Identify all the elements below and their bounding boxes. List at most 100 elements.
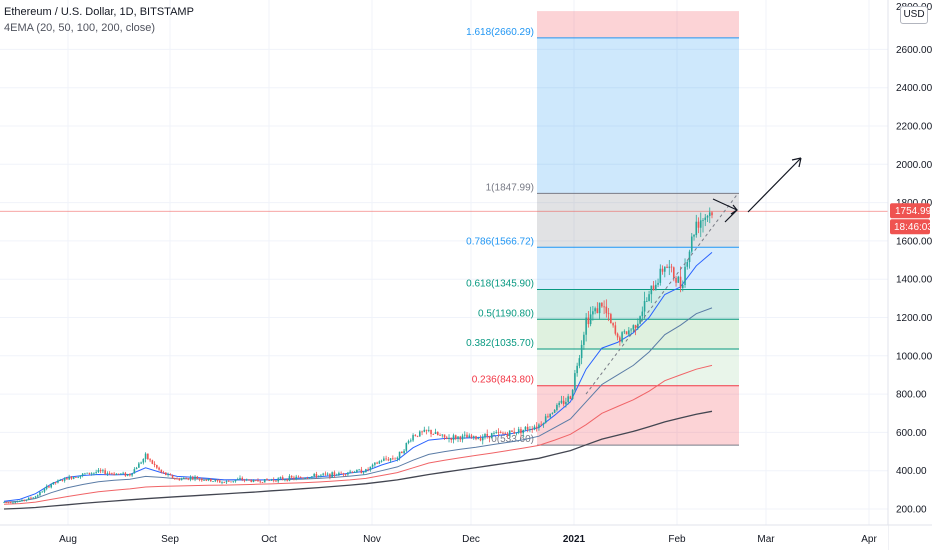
candle [205, 479, 208, 481]
fib-level-label: 0.382(1035.70) [466, 338, 534, 349]
chart-legend: Ethereum / U.S. Dollar, 1D, BITSTAMP 4EM… [4, 4, 194, 36]
candle [340, 472, 342, 474]
candle [497, 432, 500, 433]
candle [333, 472, 336, 476]
candle [499, 432, 502, 434]
candle [66, 477, 68, 480]
candle [183, 477, 185, 479]
time-scale[interactable] [0, 525, 888, 550]
candle [686, 262, 689, 267]
candle [232, 481, 235, 483]
candle [97, 469, 100, 473]
candle [383, 458, 385, 461]
candle [589, 314, 592, 325]
candle [138, 463, 140, 468]
candle [34, 496, 37, 498]
candle [230, 481, 232, 483]
candle [583, 334, 585, 345]
candle [594, 308, 596, 312]
candle [477, 438, 480, 440]
price-tag [890, 203, 930, 219]
candle [632, 325, 635, 330]
price-scale-label: 600.00 [896, 428, 927, 439]
candle [311, 476, 313, 478]
candle [376, 462, 378, 464]
candle [243, 479, 246, 481]
candle [185, 477, 187, 479]
candle [293, 477, 295, 479]
candle [378, 461, 381, 464]
candle [434, 432, 437, 435]
candle [241, 477, 244, 480]
candle [421, 431, 423, 433]
candle [315, 473, 318, 478]
candle [52, 482, 55, 485]
candle [612, 323, 614, 326]
fib-band [537, 193, 739, 248]
countdown-tag [890, 219, 930, 235]
candle [338, 472, 340, 475]
candle [628, 330, 630, 335]
time-scale-label: Oct [261, 534, 277, 545]
indicator-label[interactable]: 4EMA (20, 50, 100, 200, close) [4, 22, 156, 34]
candle [576, 365, 578, 374]
candle [511, 430, 513, 432]
candle [410, 440, 412, 442]
candle [688, 251, 691, 263]
candle [544, 416, 547, 424]
candle [650, 285, 653, 295]
currency-button[interactable]: USD [900, 6, 928, 24]
candle [142, 458, 145, 463]
candle [704, 217, 707, 221]
candle [695, 221, 698, 236]
candle [194, 476, 196, 479]
candle [414, 435, 417, 436]
candle [380, 460, 383, 462]
candle [324, 473, 327, 475]
candle [513, 431, 516, 434]
candle [304, 477, 306, 479]
candle [708, 212, 711, 216]
candle [70, 476, 73, 479]
candle [326, 473, 329, 475]
time-scale-label: Sep [161, 534, 179, 545]
candle [681, 285, 684, 288]
candle [120, 473, 122, 475]
candle [16, 501, 19, 503]
candle [529, 429, 531, 431]
candle [279, 477, 282, 479]
fib-band [537, 289, 739, 320]
candle [621, 332, 623, 342]
candle [288, 476, 291, 481]
candle [610, 314, 612, 324]
price-scale[interactable] [888, 0, 932, 550]
candle [250, 480, 253, 482]
ema20-line [3, 252, 713, 502]
candle [81, 473, 84, 476]
candle [113, 473, 115, 476]
candle [61, 480, 64, 481]
short-arrow-drawing[interactable] [712, 198, 739, 223]
symbol-title[interactable]: Ethereum / U.S. Dollar, 1D, BITSTAMP [4, 6, 194, 18]
candle [153, 463, 156, 465]
candle [124, 472, 127, 476]
candle [234, 479, 237, 482]
candle [661, 268, 664, 272]
candle [313, 473, 315, 477]
candle [587, 317, 590, 325]
candle [468, 435, 471, 438]
candle [481, 437, 484, 441]
candle [659, 268, 662, 283]
fib-band [537, 348, 739, 386]
candle [524, 426, 527, 430]
candle [59, 480, 61, 481]
candle [342, 473, 345, 475]
candle [506, 433, 509, 436]
candle [515, 432, 518, 434]
candle [711, 212, 713, 216]
candle [549, 413, 551, 418]
candle [571, 389, 574, 399]
long-arrow-drawing[interactable] [747, 157, 802, 213]
